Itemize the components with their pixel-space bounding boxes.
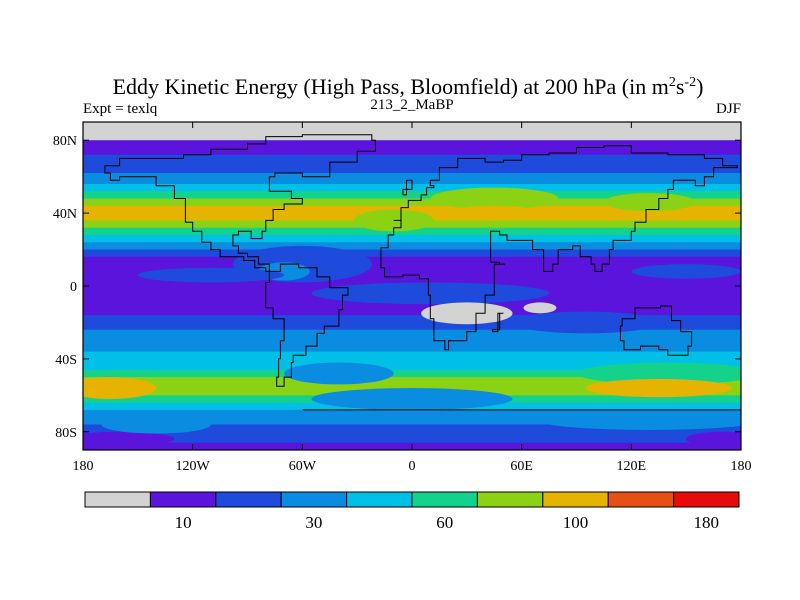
y-axis: 80N 40N 0 40S 80S [53, 134, 741, 441]
band-3 [83, 173, 741, 185]
patch-10 [576, 362, 741, 385]
band-17 [83, 369, 741, 378]
y-tick-label-0: 80N [53, 134, 77, 149]
patch-14 [284, 362, 394, 385]
coastline-3 [619, 305, 693, 356]
band-11 [83, 242, 741, 251]
band-9 [83, 227, 741, 236]
coastline-5 [402, 179, 413, 196]
colorbar-swatch-7 [542, 491, 609, 508]
x-tick-label-3: 0 [409, 459, 416, 474]
colorbar-swatch-5 [411, 491, 478, 508]
patch-20 [523, 302, 557, 314]
title-sup-1: 2 [669, 75, 676, 90]
patch-17 [539, 411, 741, 430]
band-12 [83, 249, 741, 258]
title-sup-2: -2 [684, 75, 696, 90]
x-tick-label-5: 120E [617, 459, 647, 474]
patch-19 [421, 302, 513, 325]
band-22 [83, 424, 741, 444]
patch-16 [686, 431, 741, 447]
band-15 [83, 329, 741, 353]
title-close: ) [696, 74, 703, 99]
patch-8 [631, 264, 741, 279]
x-tick-label-0: 180 [73, 459, 94, 474]
colorbar-label-0: 10 [175, 513, 192, 532]
y-tick-label-2: 0 [70, 280, 77, 295]
colorbar-swatch-0 [84, 491, 151, 508]
y-tick-label-1: 40N [53, 207, 77, 222]
coastline-0 [104, 134, 376, 272]
band-18 [83, 377, 741, 396]
band-5 [83, 191, 741, 200]
patch-21 [83, 123, 230, 135]
colorbar-swatch-3 [280, 491, 348, 508]
title-mid: s [676, 74, 685, 99]
patch-1 [430, 187, 559, 210]
colorbar-label-2: 60 [436, 513, 453, 532]
band-6 [83, 198, 741, 207]
coastlines [104, 134, 741, 411]
x-tick-label-6: 180 [731, 459, 752, 474]
coastline-1 [265, 263, 349, 387]
colorbar-label-4: 180 [694, 513, 720, 532]
colorbar: 10 30 60 100 180 [84, 491, 740, 532]
x-tick-label-1: 120W [176, 459, 211, 474]
x-tick-label-4: 60E [510, 459, 533, 474]
patch-11 [83, 377, 157, 399]
coastline-2 [380, 145, 738, 351]
band-16 [83, 351, 741, 371]
colorbar-swatch-4 [346, 491, 413, 508]
patch-15 [83, 431, 175, 447]
colorbar-swatch-8 [607, 491, 675, 508]
subtitle-right: DJF [716, 101, 741, 117]
subtitle-left: Expt = texlq [83, 101, 158, 117]
colorbar-swatch-1 [149, 491, 217, 508]
title-main: Eddy Kinetic Energy (High Pass, Bloomfie… [113, 74, 669, 99]
patch-18 [101, 415, 211, 434]
subtitle-center: 213_2_MaBP [370, 97, 453, 113]
patch-2 [448, 205, 540, 221]
y-tick-label-4: 80S [55, 426, 77, 441]
colorbar-label-3: 100 [563, 513, 589, 532]
patch-6 [311, 282, 550, 305]
y-tick-label-3: 40S [55, 353, 77, 368]
band-0 [83, 122, 741, 141]
map-field [83, 122, 741, 450]
x-axis: 180 120W 60W 0 60E 120E 180 [73, 122, 752, 474]
patch-13 [311, 388, 513, 410]
band-10 [83, 234, 741, 243]
patch-12 [585, 378, 732, 398]
colorbar-swatch-9 [673, 491, 740, 508]
colorbar-label-1: 30 [305, 513, 322, 532]
chart-title: Eddy Kinetic Energy (High Pass, Bloomfie… [113, 74, 704, 99]
band-2 [83, 154, 741, 174]
colorbar-swatch-2 [215, 491, 282, 508]
patch-7 [137, 267, 285, 283]
patch-3 [603, 193, 696, 212]
colorbar-swatch-6 [476, 491, 544, 508]
coastline-4 [491, 312, 504, 333]
x-tick-label-2: 60W [289, 459, 317, 474]
patch-9 [512, 311, 659, 334]
energy-patches [83, 123, 741, 447]
